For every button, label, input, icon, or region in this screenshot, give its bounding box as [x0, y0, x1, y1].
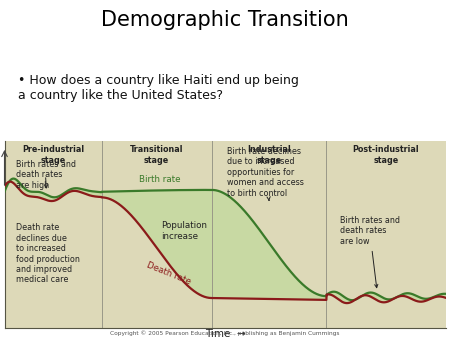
Y-axis label: Growth rate: Growth rate [0, 208, 3, 262]
Text: Population
increase: Population increase [161, 221, 207, 241]
Text: Post-industrial
stage: Post-industrial stage [353, 145, 419, 165]
Text: Birth rates and
death rates
are high: Birth rates and death rates are high [15, 160, 76, 190]
Text: Copyright © 2005 Pearson Education, Inc., publishing as Benjamin Cummings: Copyright © 2005 Pearson Education, Inc.… [110, 331, 340, 336]
Text: Demographic Transition: Demographic Transition [101, 10, 349, 30]
Text: Death rate: Death rate [146, 261, 193, 287]
Text: Transitional
stage: Transitional stage [130, 145, 184, 165]
Text: Industrial
stage: Industrial stage [247, 145, 291, 165]
Text: Pre-industrial
stage: Pre-industrial stage [22, 145, 84, 165]
Text: Birth rates and
death rates
are low: Birth rates and death rates are low [340, 216, 400, 288]
Text: Birth rate declines
due to increased
opportunities for
women and access
to birth: Birth rate declines due to increased opp… [227, 147, 304, 200]
Text: Death rate
declines due
to increased
food production
and improved
medical care: Death rate declines due to increased foo… [15, 223, 79, 285]
Text: Birth rate: Birth rate [139, 175, 180, 184]
X-axis label: Time  →: Time → [205, 329, 245, 338]
Text: • How does a country like Haiti end up being
a country like the United States?: • How does a country like Haiti end up b… [18, 74, 299, 102]
